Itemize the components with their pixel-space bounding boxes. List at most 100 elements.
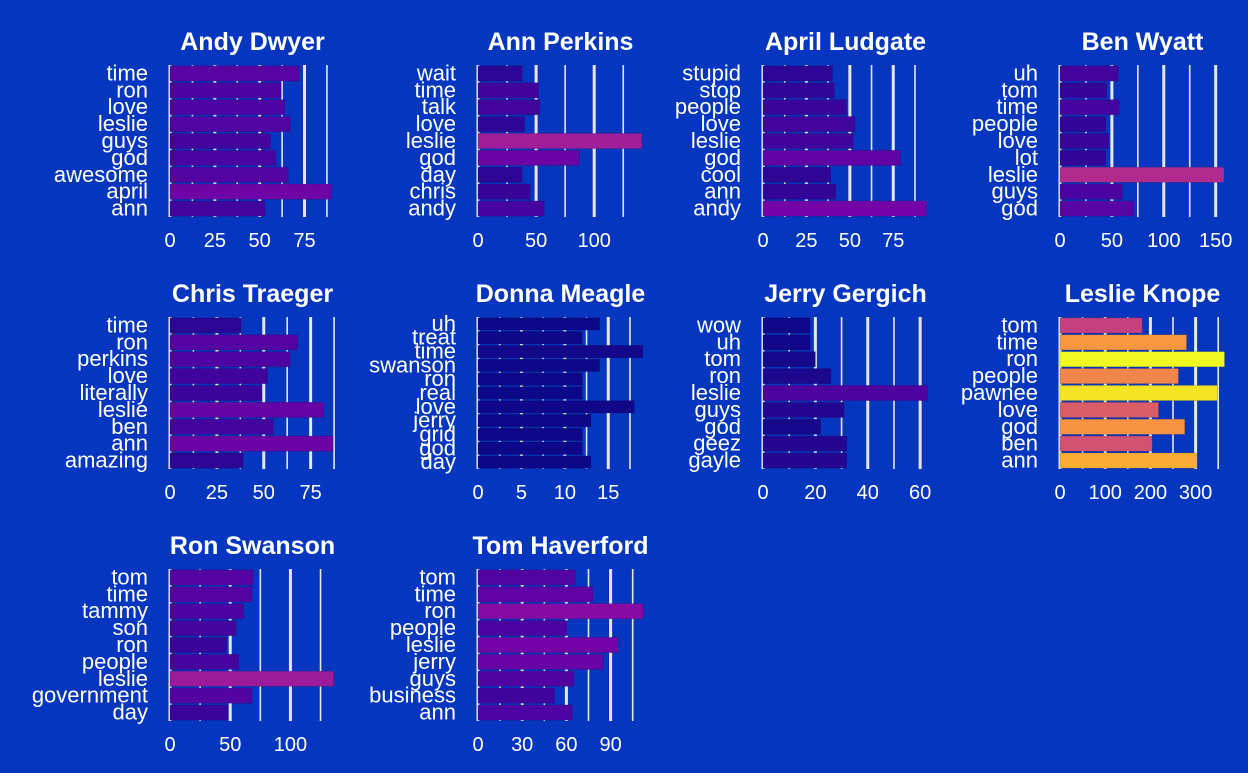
x-tick-label: 10	[554, 482, 576, 504]
panel-title: Andy Dwyer	[180, 28, 325, 56]
category-label: love	[416, 394, 456, 419]
category-label: time	[106, 581, 148, 606]
category-label: ann	[419, 700, 456, 725]
x-tick-label: 25	[204, 230, 226, 252]
category-label: love	[998, 128, 1038, 153]
bar-ben	[1059, 435, 1153, 452]
panel-title: Jerry Gergich	[764, 280, 927, 308]
category-label: leslie	[406, 128, 456, 153]
bar-ron	[169, 82, 282, 99]
panel-title: Ben Wyatt	[1082, 28, 1204, 56]
bars	[477, 569, 644, 721]
bar-leslie	[1059, 166, 1225, 183]
category-label: time	[414, 77, 456, 102]
category-label: people	[972, 363, 1038, 388]
panel-title: Tom Haverford	[473, 532, 649, 560]
bar-guys	[477, 670, 575, 687]
category-label: gayle	[688, 448, 741, 473]
bar-god	[1059, 418, 1186, 435]
bar-stupid	[762, 65, 833, 82]
bar-god	[169, 149, 277, 166]
bar-ann	[169, 200, 266, 217]
category-label: stupid	[682, 60, 741, 85]
bars	[762, 317, 929, 469]
bar-god	[477, 149, 580, 166]
bar-treat	[477, 331, 583, 345]
bar-day	[477, 455, 592, 469]
bars	[477, 317, 644, 469]
category-label: god	[1001, 414, 1038, 439]
bar-time	[169, 65, 300, 82]
bar-time	[169, 317, 242, 334]
category-label: guys	[410, 666, 456, 691]
bar-real	[477, 386, 583, 400]
panel-title: Leslie Knope	[1065, 280, 1221, 308]
x-tick-label: 60	[909, 482, 931, 504]
category-label: business	[369, 683, 456, 708]
category-label: time	[106, 60, 148, 85]
bars	[169, 569, 335, 721]
category-label: geez	[693, 431, 741, 456]
bar-love	[169, 99, 286, 116]
category-label: ann	[111, 196, 148, 221]
bar-ann	[169, 435, 334, 452]
x-tick-label: 100	[1089, 482, 1122, 504]
x-tick-label: 75	[300, 482, 322, 504]
x-tick-label: 50	[219, 734, 241, 756]
bar-leslie	[169, 670, 335, 687]
panel-title: Ron Swanson	[170, 532, 335, 560]
bar-swanson	[477, 358, 600, 372]
category-label: treat	[412, 325, 456, 350]
bars	[762, 65, 927, 217]
category-label: god	[704, 414, 741, 439]
category-label: leslie	[98, 111, 148, 136]
bar-literally	[169, 385, 263, 401]
category-label: guys	[695, 397, 741, 422]
bar-wow	[762, 317, 811, 334]
category-label: wow	[696, 312, 741, 337]
bar-government	[169, 687, 253, 704]
x-tick-label: 25	[206, 482, 228, 504]
bar-wait	[477, 65, 523, 82]
category-label: people	[82, 649, 148, 674]
category-label: government	[32, 683, 148, 708]
category-label: uh	[432, 311, 456, 336]
category-label: perkins	[77, 346, 148, 371]
bar-jerry	[477, 653, 604, 670]
panel-title: April Ludgate	[765, 28, 926, 56]
x-tick-label: 0	[164, 734, 175, 756]
category-label: god	[1001, 196, 1038, 221]
bar-leslie	[762, 133, 854, 149]
category-label: pawnee	[961, 380, 1038, 405]
bar-time	[477, 345, 644, 359]
category-label: day	[421, 449, 456, 474]
category-label: ron	[424, 366, 456, 391]
bars	[1059, 65, 1225, 217]
bars	[169, 65, 332, 217]
bar-god	[762, 418, 821, 435]
category-label: ann	[704, 179, 741, 204]
bar-people	[1059, 116, 1106, 133]
category-label: real	[419, 380, 456, 405]
category-label: tom	[1001, 77, 1038, 102]
x-tick-label: 90	[599, 734, 621, 756]
bar-day	[477, 166, 523, 183]
category-label: time	[996, 94, 1038, 119]
bar-tom	[1059, 317, 1143, 334]
bar-son	[169, 620, 237, 637]
category-label: leslie	[98, 666, 148, 691]
category-label: leslie	[406, 632, 456, 657]
bar-april	[169, 183, 332, 200]
panel-andy-dwyer: Andy Dwyer timeronloveleslieguysgodawesom…	[54, 28, 332, 252]
category-label: ben	[111, 414, 148, 439]
bar-ron	[169, 637, 227, 653]
bar-geez	[762, 435, 848, 452]
bar-ron	[762, 368, 832, 385]
bar-tom	[762, 351, 816, 368]
category-label: ron	[116, 329, 148, 354]
bar-business	[477, 687, 555, 704]
x-tick-label: 0	[472, 230, 483, 252]
category-label: ron	[116, 77, 148, 102]
bar-people	[1059, 368, 1179, 385]
panel-title: Ann Perkins	[488, 28, 634, 56]
